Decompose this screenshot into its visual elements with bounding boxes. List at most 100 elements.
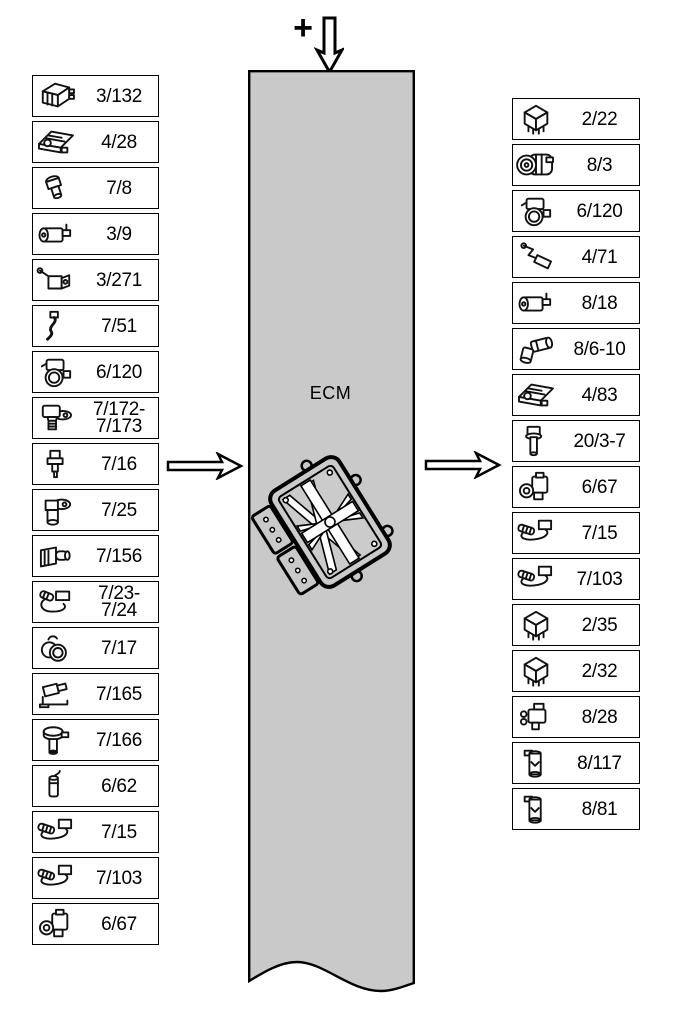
component-box: 2/22 [512,98,640,140]
component-box: 4/71 [512,236,640,278]
control-module-icon [33,79,79,113]
relay-icon [513,654,559,688]
component-box: 7/166 [32,719,159,761]
component-ref: 8/117 [577,752,622,774]
component-box: 8/6-10 [512,328,640,370]
component-box: 7/15 [512,512,640,554]
component-ref: 7/51 [101,315,137,337]
component-box: 7/103 [32,857,159,899]
tee-valve-icon [513,332,559,366]
right-flow-arrow-icon [424,451,502,479]
cam-sensor-icon [33,493,79,527]
compressor-icon [513,148,559,182]
component-ref: 8/3 [586,154,613,176]
component-ref: 6/62 [101,775,137,797]
component-box: 8/28 [512,696,640,738]
ecm-label: ECM [309,383,352,403]
component-box: 4/28 [32,121,159,163]
component-ref: 3/271 [95,269,143,291]
component-box: 7/17 [32,627,159,669]
component-box: 3/132 [32,75,159,117]
component-ref: 20/3-7 [573,430,626,452]
component-ref: 6/120 [95,361,143,383]
component-ref: 7/156 [95,545,143,567]
actuator-module-icon [513,378,559,412]
component-ref: 7/103 [95,867,143,889]
plus-symbol: + [293,9,313,47]
component-ref: 7/16 [101,453,137,475]
component-box: 7/165 [32,673,159,715]
left-flow-arrow-icon [166,452,244,480]
component-box: 20/3-7 [512,420,640,462]
component-ref: 7/15 [581,522,618,544]
component-ref: 7/17 [101,637,137,659]
component-ref: 7/166 [95,729,143,751]
component-box: 7/8 [32,167,159,209]
map-sensor-icon [33,539,79,573]
actuator-module-icon [33,125,79,159]
component-box: 7/51 [32,305,159,347]
down-arrow-icon [314,16,344,74]
component-box: 3/271 [32,259,159,301]
cable-harness-icon [33,585,79,619]
oxygen-sensor-icon [33,861,79,895]
component-box: 7/103 [512,558,640,600]
component-box: 8/3 [512,144,640,186]
component-ref: 6/67 [101,913,137,935]
component-box: 7/25 [32,489,159,531]
pressure-sensor-icon [33,171,79,205]
oxygen-sensor-icon [513,516,559,550]
component-ref: 2/22 [581,108,618,130]
component-ref: 3/132 [95,85,143,107]
component-ref: 4/71 [581,246,618,268]
relay-icon [513,102,559,136]
component-ref: 8/6-10 [573,338,626,360]
component-ref: 8/81 [581,798,618,820]
component-box: 7/16 [32,443,159,485]
component-box: 8/81 [512,788,640,830]
component-box: 8/117 [512,742,640,784]
component-box: 7/15 [32,811,159,853]
cylinder-component-icon [513,792,559,826]
component-box: 6/120 [32,351,159,393]
component-box: 7/172- 7/173 [32,397,159,439]
throttle-body-icon [33,355,79,389]
ignition-coil-icon [513,424,559,458]
component-box: 4/83 [512,374,640,416]
component-ref: 3/9 [106,223,132,245]
wire-pigtail-icon [33,309,79,343]
solenoid-valve-icon [513,470,559,504]
solenoid-valve-icon [33,907,79,941]
component-box: 6/62 [32,765,159,807]
component-ref: 4/83 [581,384,618,406]
component-ref: 7/172- 7/173 [92,399,146,437]
pump-icon [33,217,79,251]
pump-icon [513,286,559,320]
cylinder-component-icon [513,746,559,780]
temp-sensor-icon [33,447,79,481]
cylinder-wire-icon [33,769,79,803]
component-box: 7/156 [32,535,159,577]
component-ref: 7/23- 7/24 [98,583,140,621]
component-ref: 2/35 [581,614,618,636]
component-box: 6/67 [32,903,159,945]
component-box: 2/32 [512,650,640,692]
component-box: 3/9 [32,213,159,255]
oxygen-sensor-icon [33,815,79,849]
level-sensor-icon [33,723,79,757]
round-sensor-icon [33,631,79,665]
component-ref: 8/28 [581,706,618,728]
component-box: 6/120 [512,190,640,232]
component-ref: 7/15 [101,821,137,843]
component-ref: 4/28 [101,131,137,153]
left-component-column: 3/132 4/28 7/8 3/9 3/271 7/51 6/120 7/172- 7/17… [32,75,159,945]
wiring-harness-band [248,70,415,993]
switch-icon [33,263,79,297]
right-component-column: 2/22 8/3 6/120 4/71 8/18 8/6-10 4/83 20/3-7 6/67… [512,98,640,830]
ecm-illustration [250,455,394,596]
component-ref: 7/8 [106,177,132,199]
component-box: 6/67 [512,466,640,508]
component-box: 8/18 [512,282,640,324]
throttle-body-icon [513,194,559,228]
component-box: 7/23- 7/24 [32,581,159,623]
